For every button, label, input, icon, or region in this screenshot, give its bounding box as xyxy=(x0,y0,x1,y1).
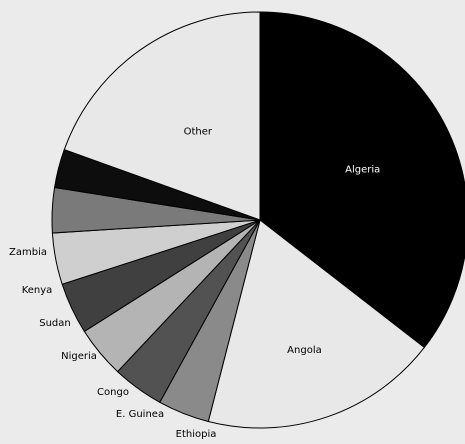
slice-label-zambia: Zambia xyxy=(9,247,47,258)
pie-slice-angola xyxy=(207,219,426,429)
slice-label-e-guinea: E. Guinea xyxy=(116,409,164,420)
slice-label-angola: Angola xyxy=(287,345,322,356)
pie-slice-other xyxy=(63,11,261,221)
slice-label-other: Other xyxy=(184,127,213,138)
slice-label-algeria: Algeria xyxy=(345,165,380,176)
slice-label-ethiopia: Ethiopia xyxy=(176,429,217,440)
slice-label-congo: Congo xyxy=(97,387,129,398)
pie-slice-algeria xyxy=(259,11,465,349)
slice-label-sudan: Sudan xyxy=(39,318,71,329)
slice-label-nigeria: Nigeria xyxy=(61,351,97,362)
slice-label-kenya: Kenya xyxy=(22,285,53,296)
